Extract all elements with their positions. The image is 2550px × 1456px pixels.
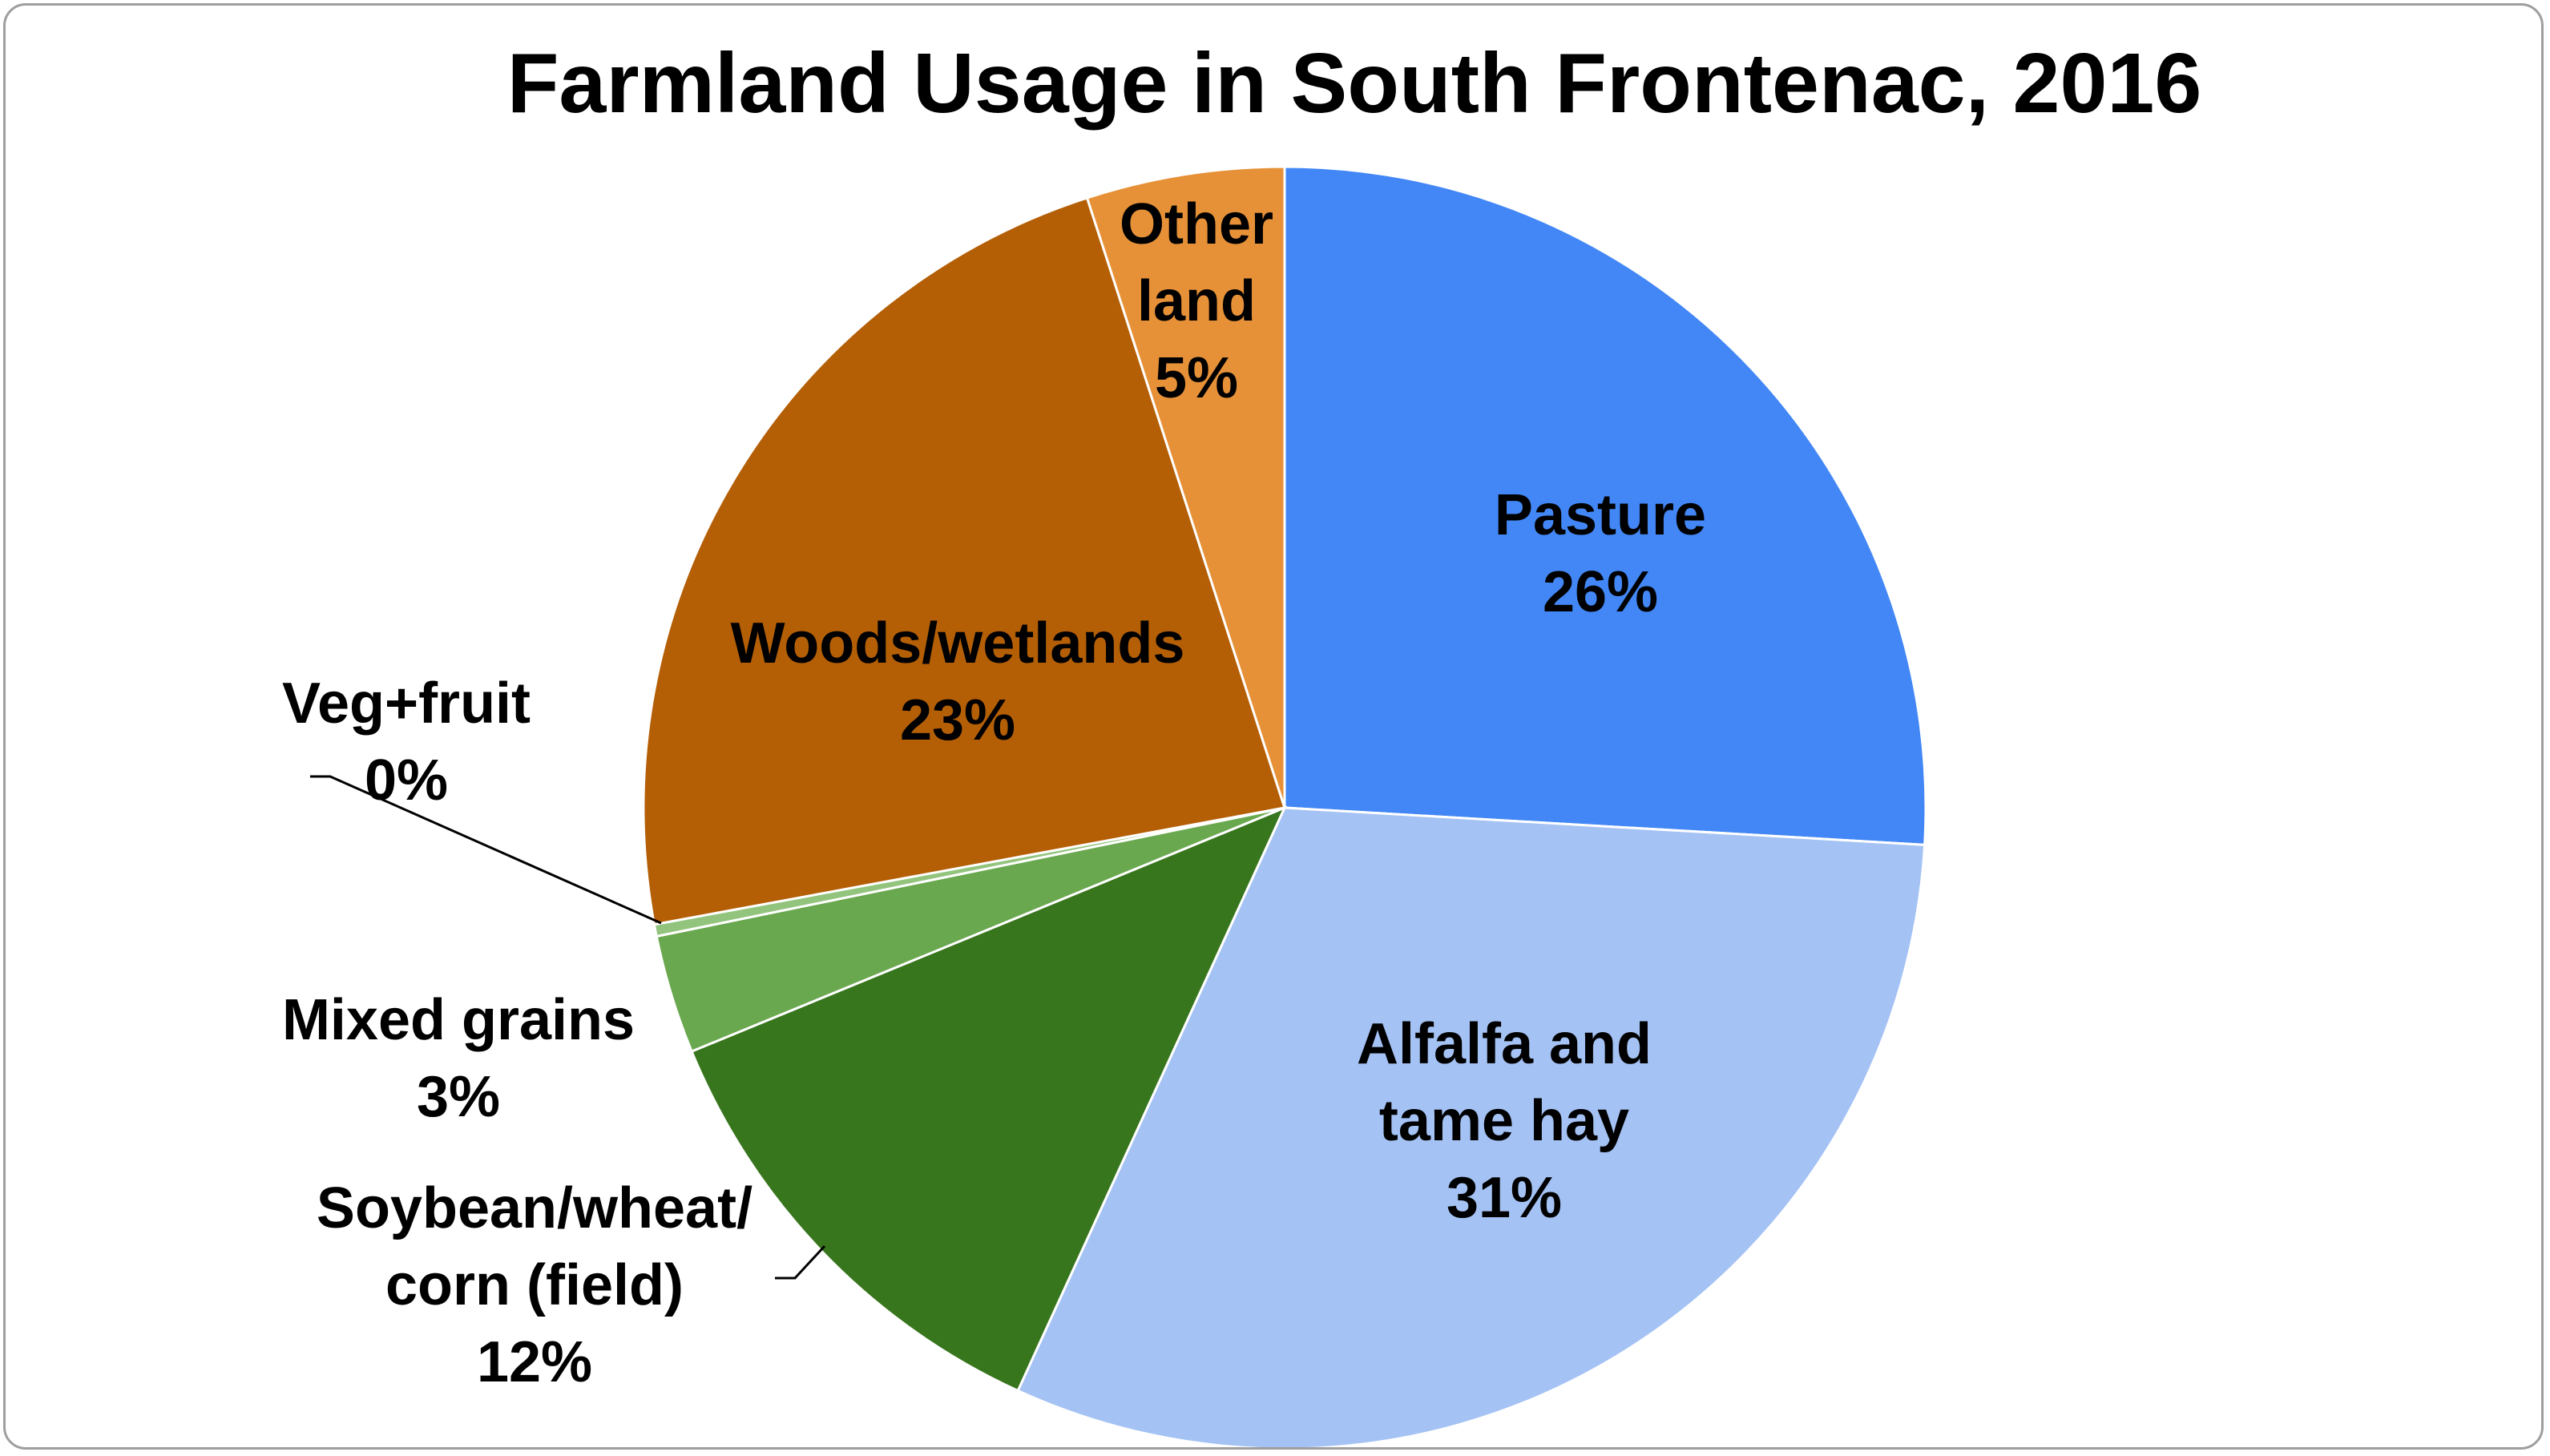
pie-slice-pasture: [1283, 165, 1927, 846]
data-label-name: Alfalfa and: [1357, 1012, 1652, 1076]
data-label-percent: 23%: [900, 688, 1015, 752]
data-label-other-land: Other land 5%: [1120, 192, 1273, 410]
data-label-percent: 31%: [1446, 1166, 1562, 1230]
data-label-percent: 0%: [365, 748, 448, 813]
leader-line-soybean-wheat-corn-field: [775, 1244, 826, 1280]
data-label-name: tame hay: [1379, 1089, 1629, 1153]
leader-line-veg-fruit: [310, 775, 662, 925]
data-label-name: Soybean/wheat/: [317, 1176, 752, 1240]
data-label-mixed-grains: Mixed grains 3%: [282, 988, 635, 1129]
chart-title: Farmland Usage in South Frontenac, 2016: [507, 36, 2202, 131]
data-label-name: land: [1137, 269, 1256, 333]
slice-labels: Pasture 26% Alfalfa and tame hay 31% Soybean/…: [282, 192, 1706, 1394]
data-label-percent: 3%: [417, 1065, 500, 1129]
data-label-name: Mixed grains: [282, 988, 635, 1052]
pie-chart: Farmland Usage in South Frontenac, 2016 …: [282, 36, 2202, 1447]
pie-slice-other-land: [1085, 165, 1286, 809]
data-label-veg-fruit: Veg+fruit 0%: [282, 672, 531, 813]
data-label-percent: 12%: [477, 1330, 592, 1394]
data-label-name: Veg+fruit: [282, 672, 531, 736]
data-label-alfalfa-and-tame-hay: Alfalfa and tame hay 31%: [1357, 1012, 1652, 1230]
data-label-soybean-wheat-corn-field: Soybean/wheat/corn (field) 12%: [317, 1176, 752, 1394]
pie-slice-soybean-wheat-corn-field: [690, 805, 1287, 1393]
data-label-name: Other: [1120, 192, 1273, 256]
data-label-woods-wetlands: Woods/wetlands 23%: [731, 611, 1185, 752]
pie-slices: [642, 165, 1927, 1447]
data-label-pasture: Pasture 26%: [1495, 483, 1706, 624]
data-label-name: Pasture: [1495, 483, 1706, 547]
data-label-name: Woods/wetlands: [731, 611, 1185, 676]
data-label-percent: 26%: [1543, 560, 1658, 624]
pie-slice-alfalfa-and-tame-hay: [1016, 806, 1927, 1447]
leader-lines: [310, 775, 826, 1280]
pie-slice-woods-wetlands: [642, 196, 1286, 926]
data-label-percent: 5%: [1155, 346, 1238, 410]
chart-frame: Farmland Usage in South Frontenac, 2016 …: [3, 3, 2544, 1450]
data-label-name: corn (field): [385, 1253, 684, 1317]
